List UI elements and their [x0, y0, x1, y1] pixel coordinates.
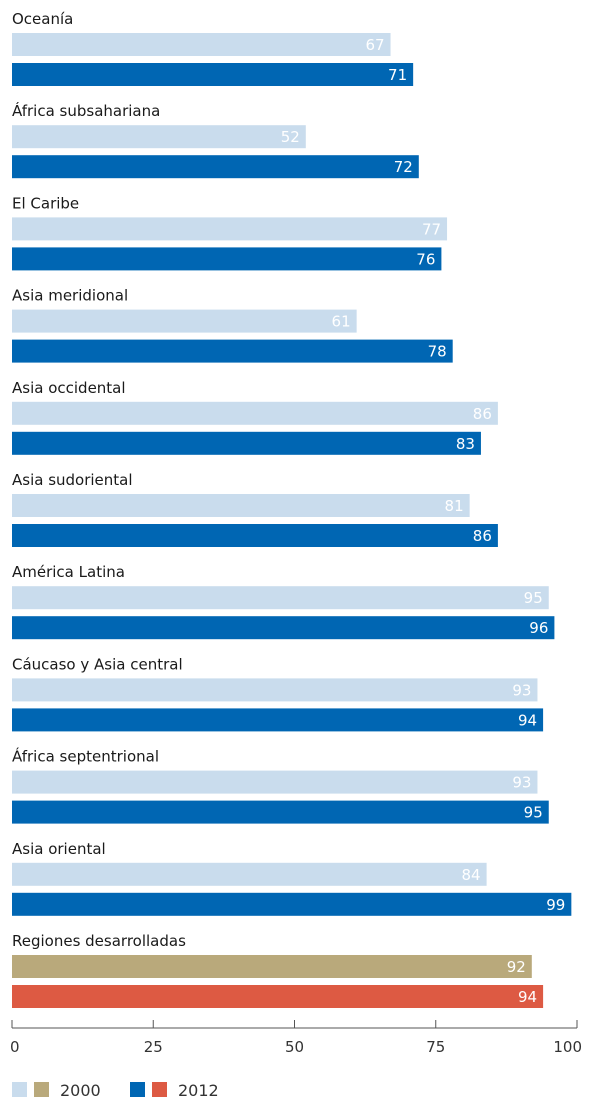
bar-2012	[12, 431, 481, 455]
legend-swatch	[130, 1082, 145, 1097]
x-tick-label: 50	[285, 1038, 304, 1056]
data-label: 84	[462, 866, 481, 884]
data-label: 78	[428, 343, 447, 361]
category-label: Asia meridional	[12, 287, 128, 305]
data-label: 86	[473, 405, 492, 423]
category-group: África septentrional 93 95	[12, 747, 549, 824]
x-axis: 0 25 50 75 100	[10, 1020, 582, 1056]
bar-2000	[12, 678, 538, 702]
category-group: África subsahariana 52 72	[12, 101, 419, 179]
bar-2000	[12, 586, 549, 610]
legend-swatch	[152, 1082, 167, 1097]
bar-2012	[12, 708, 544, 732]
category-group: Cáucaso y Asia central 93 94	[12, 655, 544, 732]
x-tick-label: 0	[10, 1038, 20, 1056]
bar-2012	[12, 155, 419, 179]
category-label: África septentrional	[12, 747, 159, 766]
bar-2000	[12, 955, 532, 978]
data-label: 92	[507, 958, 526, 976]
legend-swatch	[34, 1082, 49, 1097]
data-label: 93	[512, 681, 531, 699]
category-label: Asia oriental	[12, 840, 106, 858]
bar-2012	[12, 247, 442, 271]
data-label: 94	[518, 711, 537, 729]
category-label: Regiones desarrolladas	[12, 932, 186, 950]
bar-2000	[12, 770, 538, 794]
bar-2000	[12, 309, 357, 333]
bar-2012	[12, 616, 555, 640]
category-group: Asia occidental 86 83	[12, 379, 498, 455]
data-label: 95	[524, 589, 543, 607]
category-label: América Latina	[12, 563, 125, 581]
data-label: 76	[416, 250, 435, 268]
category-label: Cáucaso y Asia central	[12, 655, 183, 673]
category-group: El Caribe 77 76	[12, 194, 448, 271]
legend-entry: 2012	[130, 1081, 219, 1099]
data-label: 96	[529, 619, 548, 637]
category-label: Asia sudoriental	[12, 471, 133, 489]
bar-2000	[12, 33, 391, 56]
data-label: 71	[388, 66, 407, 84]
data-label: 81	[445, 497, 464, 515]
legend-swatch	[12, 1082, 27, 1097]
data-label: 52	[281, 128, 300, 146]
category-label: Asia occidental	[12, 379, 126, 397]
bar-2012	[12, 800, 549, 824]
category-label: Oceanía	[12, 10, 73, 28]
bar-2000	[12, 862, 487, 886]
legend-entry: 2000	[12, 1081, 101, 1099]
bar-2012	[12, 63, 414, 86]
bar-2012	[12, 339, 453, 363]
data-label: 67	[365, 36, 384, 54]
bar-2000	[12, 401, 498, 425]
data-label: 93	[512, 774, 531, 792]
data-label: 72	[394, 158, 413, 176]
category-group: América Latina 95 96	[12, 563, 555, 640]
category-label: El Caribe	[12, 194, 79, 212]
data-label: 86	[473, 527, 492, 545]
legend: 2000 2012	[12, 1081, 219, 1099]
data-label: 99	[546, 896, 565, 914]
legend-label: 2000	[60, 1081, 101, 1099]
category-group: Asia oriental 84 99	[12, 840, 572, 916]
x-tick-label: 100	[553, 1038, 582, 1056]
legend-label: 2012	[178, 1081, 219, 1099]
bar-2000	[12, 125, 306, 149]
bar-2012	[12, 892, 572, 916]
bar-2000	[12, 494, 470, 517]
data-label: 95	[524, 804, 543, 822]
category-group: Regiones desarrolladas 92 94	[12, 932, 544, 1008]
x-tick-label: 75	[426, 1038, 445, 1056]
bar-2012	[12, 985, 544, 1008]
data-label: 61	[332, 313, 351, 331]
data-label: 83	[456, 435, 475, 453]
category-label: África subsahariana	[12, 101, 160, 120]
data-label: 94	[518, 988, 537, 1006]
x-tick-label: 25	[144, 1038, 163, 1056]
bar-2012	[12, 524, 498, 547]
category-group: Asia meridional 61 78	[12, 287, 453, 363]
bar-2000	[12, 217, 448, 241]
category-group: Asia sudoriental 81 86	[12, 471, 498, 547]
data-label: 77	[422, 220, 441, 238]
